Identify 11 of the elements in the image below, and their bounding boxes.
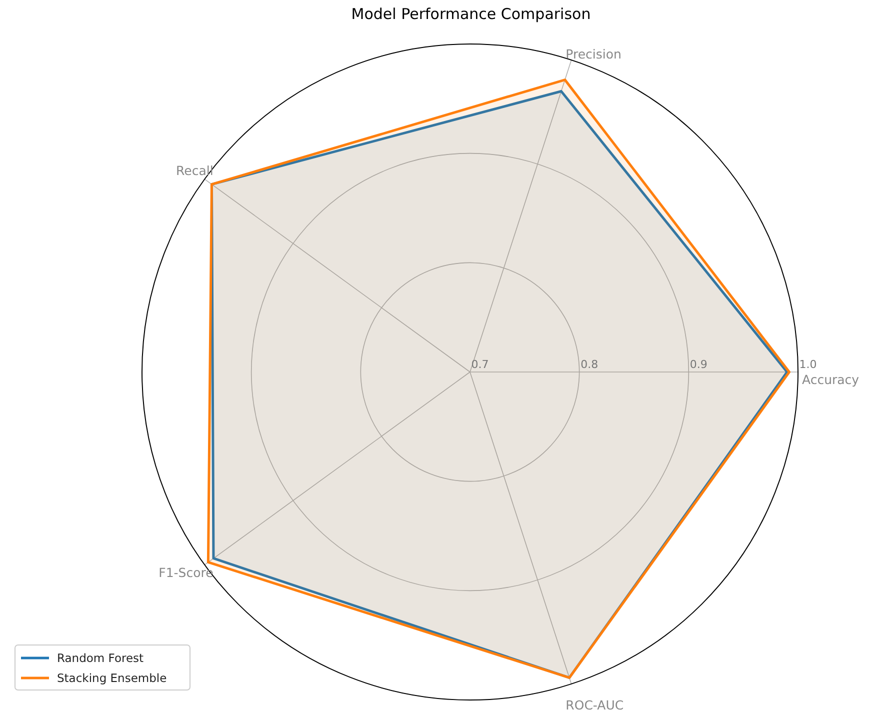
y-tick-label: 0.8 <box>580 358 598 371</box>
chart-title: Model Performance Comparison <box>351 5 591 23</box>
spoke-label: Precision <box>566 46 622 62</box>
y-tick-label: 0.7 <box>471 358 489 371</box>
legend-label: Stacking Ensemble <box>57 671 167 685</box>
legend-label: Random Forest <box>57 651 144 665</box>
spoke-label: ROC-AUC <box>566 697 624 712</box>
y-tick-label: 1.0 <box>799 358 817 371</box>
y-tick-label: 0.9 <box>690 358 708 371</box>
spoke-label: Accuracy <box>802 372 860 387</box>
spoke-label: Recall <box>176 162 214 178</box>
